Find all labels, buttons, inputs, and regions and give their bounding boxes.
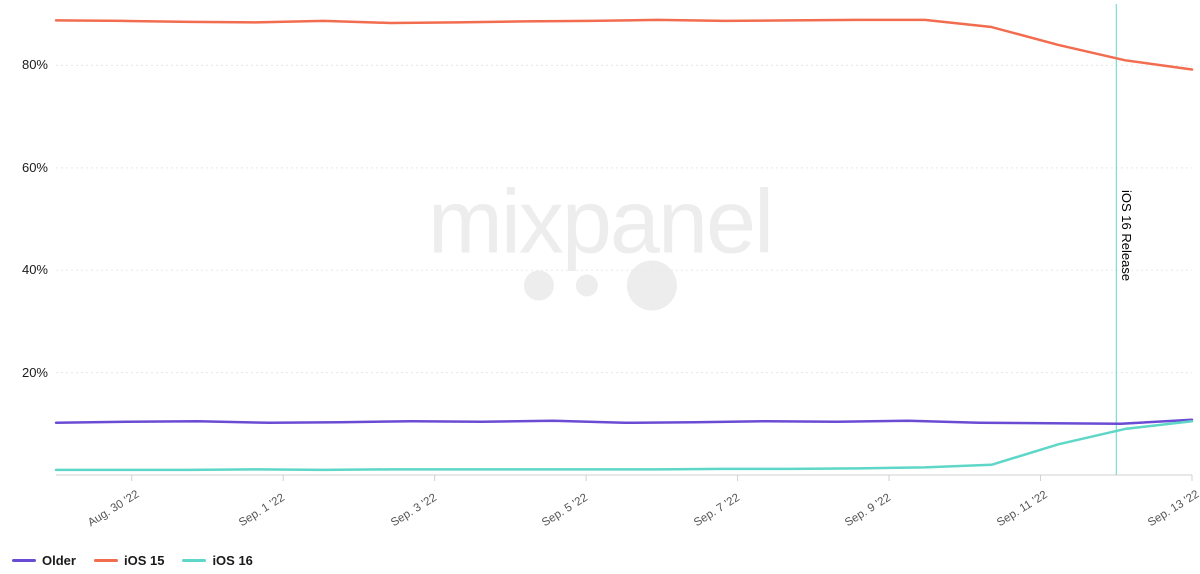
legend-item-older: Older bbox=[12, 553, 76, 568]
legend-item-ios16: iOS 16 bbox=[182, 553, 252, 568]
chart-svg bbox=[0, 0, 1200, 574]
legend-swatch bbox=[94, 559, 118, 562]
legend-label: iOS 15 bbox=[124, 553, 164, 568]
legend-swatch bbox=[12, 559, 36, 562]
y-tick-label: 40% bbox=[4, 262, 48, 277]
legend-item-ios15: iOS 15 bbox=[94, 553, 164, 568]
y-tick-label: 60% bbox=[4, 160, 48, 175]
y-tick-label: 80% bbox=[4, 57, 48, 72]
release-annotation-label: iOS 16 Release bbox=[1119, 190, 1134, 281]
legend-label: iOS 16 bbox=[212, 553, 252, 568]
y-tick-label: 20% bbox=[4, 365, 48, 380]
legend-swatch bbox=[182, 559, 206, 562]
legend-label: Older bbox=[42, 553, 76, 568]
adoption-line-chart: mixpanel 20%40%60%80% Aug. 30 '22Sep. 1 … bbox=[0, 0, 1200, 574]
legend: Older iOS 15 iOS 16 bbox=[12, 553, 253, 568]
